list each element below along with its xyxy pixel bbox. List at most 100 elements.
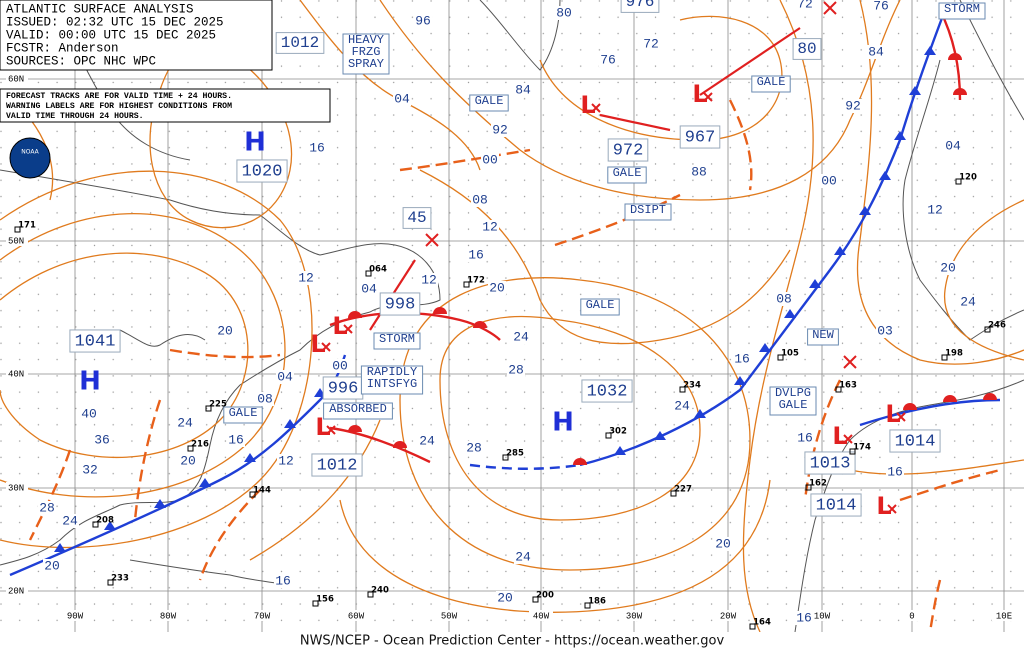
warning-label: DSIPT bbox=[630, 203, 666, 217]
high-letter: H bbox=[552, 408, 574, 438]
isobar-label: 20 bbox=[180, 453, 196, 468]
notice-line: FORECAST TRACKS ARE FOR VALID TIME + 24 … bbox=[6, 92, 232, 101]
isobar-label: 04 bbox=[394, 91, 410, 106]
isobar-label-bg bbox=[414, 14, 432, 28]
station-pressure: 105 bbox=[781, 349, 799, 359]
isobar-label-bg bbox=[80, 407, 98, 421]
low-x bbox=[326, 425, 336, 435]
front bbox=[859, 398, 1001, 427]
low-letter: L bbox=[580, 91, 595, 119]
station-marker bbox=[984, 326, 991, 333]
station-marker bbox=[205, 405, 212, 412]
front-pip bbox=[759, 343, 771, 352]
front-pip bbox=[894, 131, 906, 140]
isobar-label-bg bbox=[507, 363, 525, 377]
front-pip bbox=[879, 171, 891, 180]
warning-box bbox=[342, 33, 390, 75]
isobar-label: 20 bbox=[715, 536, 731, 551]
isobar-label: 16 bbox=[468, 247, 484, 262]
trough bbox=[899, 468, 1001, 502]
isobar-label-bg bbox=[795, 611, 813, 625]
low-pressure: 1014 bbox=[816, 496, 857, 515]
isobar bbox=[439, 315, 701, 521]
isobar-label: 00 bbox=[482, 152, 498, 167]
isobar-label-bg bbox=[642, 37, 660, 51]
warning-box bbox=[223, 406, 263, 424]
station-marker bbox=[463, 281, 470, 288]
isobar-label-bg bbox=[714, 537, 732, 551]
warning-box bbox=[469, 94, 509, 112]
high-pressure-box bbox=[581, 379, 633, 403]
low-letter: L bbox=[315, 413, 330, 441]
station-pressure: 164 bbox=[753, 618, 771, 628]
station-pressure: 240 bbox=[371, 586, 389, 596]
warning-box bbox=[373, 332, 421, 350]
front-pip bbox=[473, 321, 487, 328]
high-letter: H bbox=[79, 367, 101, 397]
station-marker bbox=[835, 386, 842, 393]
warning-label: GALE bbox=[475, 94, 504, 108]
warning-label: GALE bbox=[229, 406, 258, 420]
front-pip bbox=[953, 88, 967, 95]
front bbox=[469, 463, 581, 470]
isobar-label-bg bbox=[418, 434, 436, 448]
low-x bbox=[703, 92, 713, 102]
pressure-label: 45 bbox=[407, 209, 426, 227]
isobar-label-bg bbox=[179, 454, 197, 468]
isobar-label-bg bbox=[555, 6, 573, 20]
isobar-label: 24 bbox=[515, 549, 531, 564]
isobar-label-bg bbox=[872, 0, 890, 13]
lon-label: 30W bbox=[626, 611, 643, 621]
front-pip bbox=[734, 376, 746, 385]
station-marker bbox=[941, 354, 948, 361]
isobar-label: 16 bbox=[275, 573, 291, 588]
isobar-label: 96 bbox=[415, 13, 431, 28]
lon-label-bg bbox=[529, 610, 553, 621]
coastline bbox=[119, 329, 206, 347]
station-pressure: 144 bbox=[253, 486, 271, 496]
forecast-track bbox=[699, 27, 801, 96]
warning-label: STORM bbox=[379, 332, 415, 346]
front-pip bbox=[948, 53, 962, 60]
isobar bbox=[539, 15, 783, 141]
warning-label: NEW bbox=[812, 328, 834, 342]
isobar-label: 24 bbox=[960, 294, 976, 309]
low-pressure: 1014 bbox=[895, 432, 936, 451]
notice-box bbox=[0, 88, 331, 123]
warning-label: RAPIDLY INTSFYG bbox=[367, 365, 417, 391]
lon-label: 10E bbox=[996, 611, 1012, 621]
isobar-label: 80 bbox=[556, 5, 572, 20]
station-marker bbox=[670, 490, 677, 497]
station-pressure: 174 bbox=[853, 443, 871, 453]
warning-box bbox=[360, 365, 424, 395]
header-line: FCSTR: Anderson bbox=[6, 41, 119, 55]
lon-label-bg bbox=[344, 610, 368, 621]
station-marker bbox=[532, 596, 539, 603]
isobar-label-bg bbox=[93, 433, 111, 447]
isobar-label: 20 bbox=[497, 590, 513, 605]
warning-label: GALE bbox=[757, 75, 786, 89]
lat-label-bg bbox=[6, 73, 28, 84]
lon-label-bg bbox=[810, 610, 834, 621]
station-pressure: 285 bbox=[506, 449, 524, 459]
station-pressure: 198 bbox=[945, 349, 963, 359]
isobar-label: 20 bbox=[44, 558, 60, 573]
front-pip bbox=[943, 395, 957, 402]
isobar bbox=[742, 0, 814, 633]
front-pip bbox=[834, 246, 846, 255]
isobar-label: 28 bbox=[508, 362, 524, 377]
lon-label-bg bbox=[156, 610, 180, 621]
low-x bbox=[321, 342, 331, 352]
lon-label: 10W bbox=[814, 611, 831, 621]
high-letter: H bbox=[244, 128, 266, 158]
front-pip bbox=[784, 309, 796, 318]
warning-box bbox=[624, 203, 672, 221]
low-pressure-box bbox=[311, 453, 363, 477]
isobar-label-bg bbox=[491, 123, 509, 137]
station-pressure: 186 bbox=[588, 597, 606, 607]
lon-label-bg bbox=[900, 610, 924, 621]
isobar-label-bg bbox=[886, 465, 904, 479]
lat-label: 60N bbox=[8, 74, 24, 84]
isobar-label: 76 bbox=[600, 52, 616, 67]
front-pip bbox=[924, 46, 936, 55]
